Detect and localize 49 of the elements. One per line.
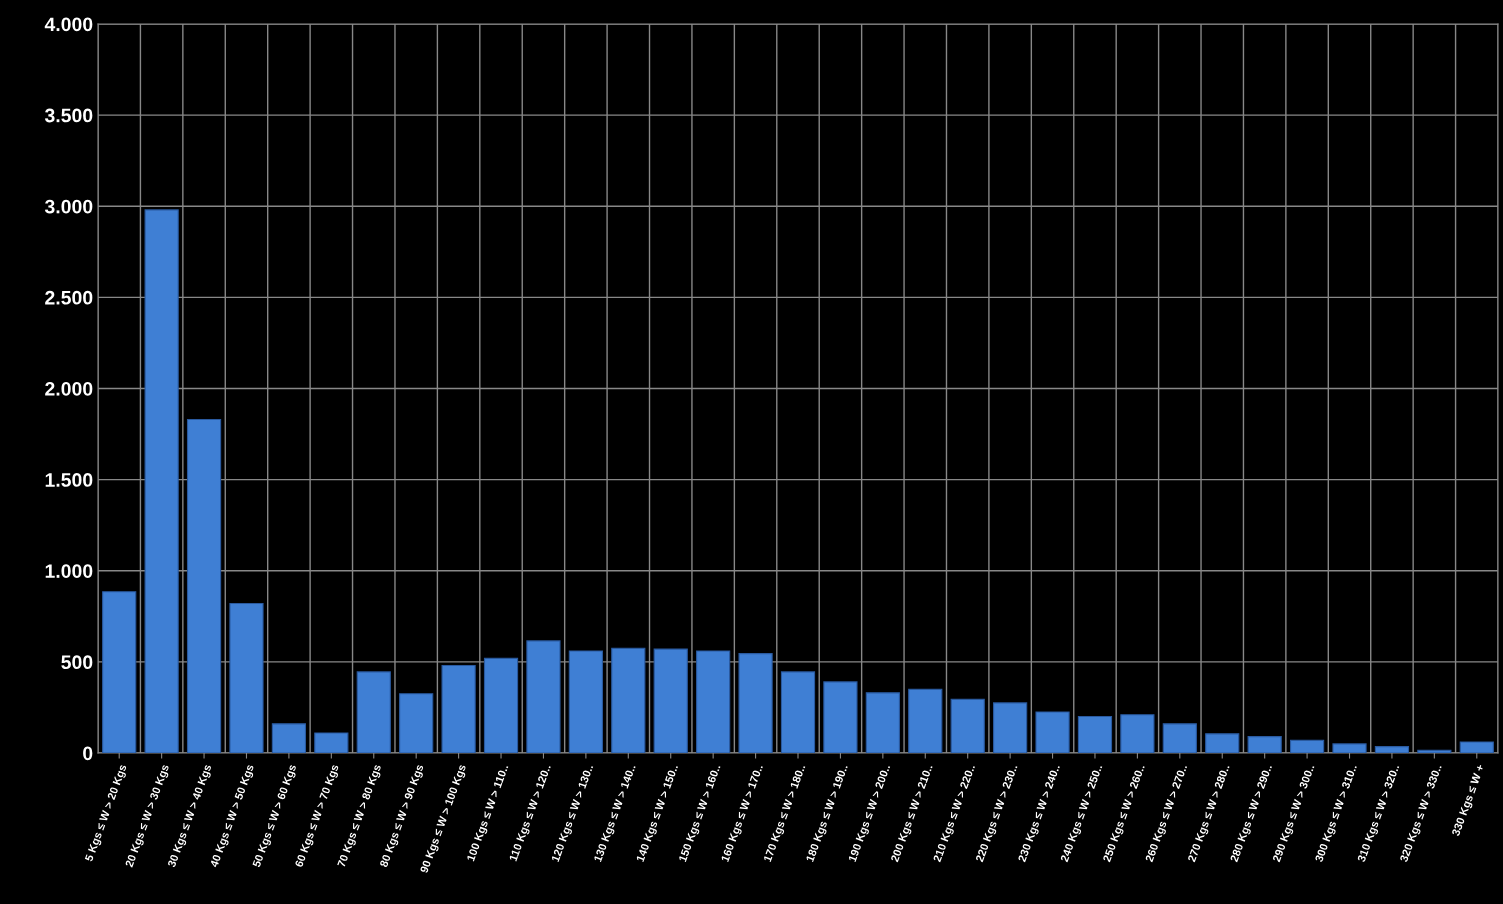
y-tick-label: 1.500 [45, 473, 93, 487]
bar [1120, 714, 1155, 753]
bar [526, 640, 561, 753]
bar [1417, 749, 1452, 753]
bar [314, 732, 349, 753]
bar [144, 209, 179, 753]
bar [611, 647, 646, 753]
x-tick-label: 300 Kgs ≤ W > 310.. [1314, 764, 1359, 864]
bar [993, 702, 1028, 753]
x-tick-label: 110 Kgs ≤ W > 120.. [508, 764, 553, 863]
bar [908, 688, 943, 753]
bar [653, 648, 688, 753]
bar [1374, 746, 1410, 753]
x-tick-label: 130 Kgs ≤ W > 140.. [593, 764, 638, 863]
bar [696, 650, 731, 753]
bar [1162, 723, 1197, 753]
x-tick-label: 320 Kgs ≤ W > 330.. [1399, 764, 1444, 864]
y-tick-label: 3.500 [44, 108, 93, 123]
bar [1077, 715, 1113, 753]
bar [568, 650, 603, 753]
y-tick-label: 2.500 [45, 290, 93, 305]
y-tick-label: 4.000 [44, 17, 93, 32]
bar [441, 664, 476, 753]
bar [102, 591, 137, 753]
y-tick-label: 500 [61, 655, 93, 670]
x-tick-label: 180 Kgs ≤ W > 190.. [805, 764, 850, 863]
y-tick-label: 1.000 [45, 564, 93, 578]
bar [186, 418, 222, 753]
bar [399, 693, 434, 753]
x-tick-label: 100 Kgs ≤ W > 110.. [466, 764, 511, 863]
y-tick-label: 0 [83, 746, 93, 761]
bar [865, 692, 900, 753]
bar [1459, 741, 1494, 753]
bar [483, 657, 519, 753]
x-tick-label: 330 Kgs ≤ W + [1451, 763, 1487, 838]
bar [1289, 739, 1325, 753]
bar [1035, 711, 1070, 753]
bar [780, 671, 816, 753]
bar [356, 671, 391, 753]
bar [1332, 743, 1367, 753]
bar [229, 602, 264, 753]
bar [271, 723, 307, 753]
bar [1247, 736, 1282, 753]
y-tick-label: 2.000 [45, 381, 93, 396]
bar [823, 681, 858, 753]
bar [950, 698, 985, 753]
bar [1205, 733, 1240, 753]
bar [738, 653, 773, 753]
y-tick-label: 3.000 [44, 199, 93, 214]
